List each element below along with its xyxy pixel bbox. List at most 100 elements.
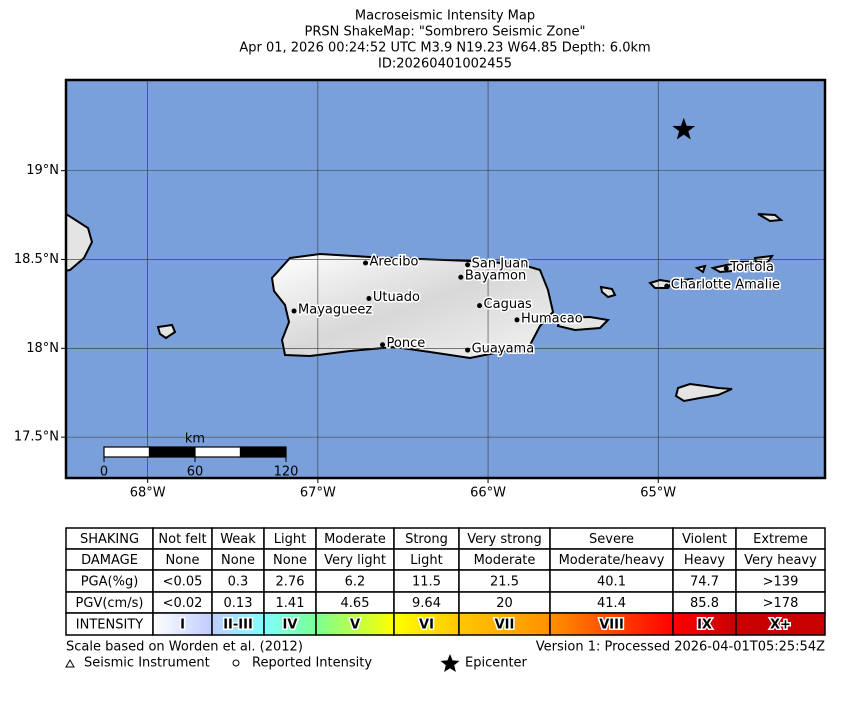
intensity-label: V (350, 618, 360, 633)
st-croix (674, 382, 733, 403)
table-text: 0.13 (224, 596, 253, 611)
scale-segment (148, 446, 196, 458)
table-text: Severe (589, 532, 634, 547)
table-text: None (166, 553, 200, 568)
table-text: >139 (763, 575, 799, 590)
lat-tick-label: 19°N (26, 163, 59, 178)
table-text: <0.05 (163, 575, 203, 590)
instrument-symbol (65, 658, 75, 668)
legend-label: Reported Intensity (252, 656, 372, 671)
table-text: Moderate/heavy (559, 553, 665, 568)
intensity-label: VIII (599, 618, 624, 633)
city-dot (465, 347, 471, 353)
scale-unit: km (185, 432, 205, 447)
table-text: SHAKING (80, 532, 139, 547)
scale-segment (103, 446, 151, 458)
table-text: Very strong (467, 532, 541, 547)
intensity-label: VII (495, 618, 515, 633)
epicenter-symbol (440, 654, 460, 672)
vieques (556, 315, 611, 332)
table-text: <0.02 (163, 596, 203, 611)
puerto-rico (270, 252, 555, 360)
lon-tick-label: 65°W (640, 486, 676, 501)
table-text: 9.64 (412, 596, 441, 611)
city-dot (664, 283, 670, 289)
land (66, 212, 784, 403)
table-text: None (221, 553, 255, 568)
city-label: Charlotte Amalie (671, 278, 780, 293)
title-line: PRSN ShakeMap: "Sombrero Seismic Zone" (304, 25, 585, 40)
intensity-label: VI (419, 618, 434, 633)
table-text: Weak (220, 532, 256, 547)
table-text: 40.1 (597, 575, 626, 590)
epicenter (672, 117, 696, 140)
table-text: None (273, 553, 307, 568)
title: Macroseismic Intensity Map PRSN ShakeMap… (239, 9, 650, 72)
table-text: Strong (405, 532, 448, 547)
title-line: Macroseismic Intensity Map (355, 9, 535, 24)
city-label: Caguas (484, 297, 533, 312)
table-text: 21.5 (490, 575, 519, 590)
lat-tick-label: 18°N (26, 341, 59, 356)
city-label: Mayagueez (298, 302, 372, 317)
scale-segment (194, 446, 242, 458)
table-text: 74.7 (690, 575, 719, 590)
table-text: Violent (682, 532, 727, 547)
legend-label: Epicenter (465, 656, 528, 671)
footer: Scale based on Worden et al. (2012) Vers… (65, 640, 825, 672)
graticule: 19°N 18.5°N 18°N 17.5°N 68°W 67°W 66°W 65°W (14, 80, 825, 501)
intensity-label: II-III (223, 618, 253, 633)
table-text: DAMAGE (81, 553, 138, 568)
lat-tick-label: 18.5°N (14, 252, 59, 267)
city-dot (514, 317, 520, 323)
city-label: Humacao (521, 311, 583, 326)
scale-segment (239, 446, 287, 458)
title-line: Apr 01, 2026 00:24:52 UTC M3.9 N19.23 W6… (239, 41, 650, 56)
lon-tick-label: 67°W (300, 486, 336, 501)
table-text: Moderate (474, 553, 536, 568)
intensity-label: IX (697, 618, 712, 633)
table-text: Light (274, 532, 306, 547)
map-frame (64, 78, 827, 480)
table-text: Heavy (684, 553, 725, 568)
table-text: Light (410, 553, 442, 568)
city-dot (380, 342, 386, 348)
table-text: 4.65 (341, 596, 370, 611)
table-text: INTENSITY (76, 618, 143, 633)
tortola-island (694, 254, 775, 274)
lat-tick-label: 17.5°N (14, 430, 59, 445)
version: Version 1: Processed 2026-04-01T05:25:54… (536, 640, 825, 655)
city-dot (366, 296, 372, 302)
table-text: Not felt (158, 532, 206, 547)
scale-tick-label: 0 (100, 465, 108, 480)
city-dot (477, 303, 483, 309)
hispaniola (66, 212, 94, 272)
intensity-label: IV (283, 618, 298, 633)
legend-label: Seismic Instrument (84, 656, 210, 671)
city-dot (458, 274, 464, 280)
intensity-label: X+ (770, 618, 791, 633)
table-text: Very light (324, 553, 386, 568)
table-text: Very heavy (744, 553, 817, 568)
table-text: PGV(cm/s) (76, 596, 144, 611)
anegada (757, 213, 784, 223)
table-text: 41.4 (597, 596, 626, 611)
scale-note: Scale based on Worden et al. (2012) (66, 640, 303, 655)
table-text: PGA(%g) (81, 575, 139, 590)
scale-bar: km 0 60 120 (100, 432, 299, 480)
table-text: Extreme (753, 532, 808, 547)
table-text: 0.3 (228, 575, 249, 590)
culebra (599, 285, 617, 299)
intensity-table: SHAKING Not felt Weak Light Moderate Strong Ve… (65, 527, 826, 636)
city-label: Bayamon (465, 269, 526, 284)
table-text: 20 (496, 596, 513, 611)
table-text: 11.5 (412, 575, 441, 590)
title-line: ID:20260401002455 (378, 57, 512, 72)
table-text: 1.41 (276, 596, 305, 611)
city-label: Arecibo (370, 255, 419, 270)
mona (156, 323, 177, 340)
city-label: San Juan (472, 256, 529, 271)
